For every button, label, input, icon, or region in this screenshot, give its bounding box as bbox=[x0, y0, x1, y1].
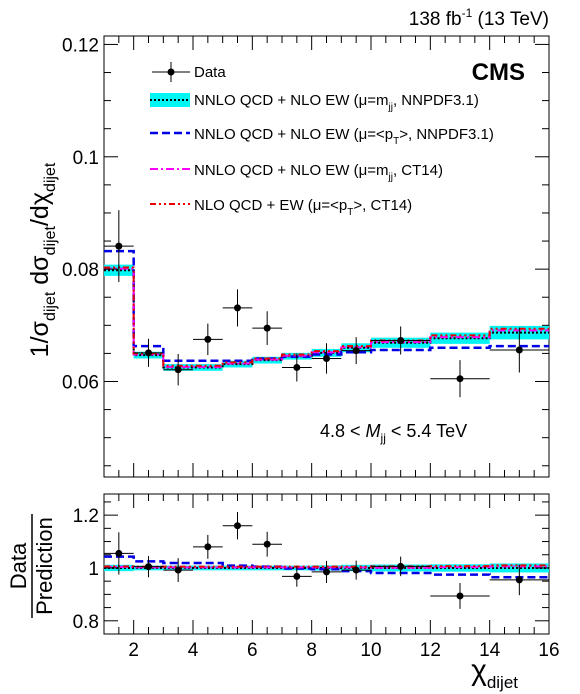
ratio-data-point bbox=[397, 562, 405, 570]
ratio-data-point bbox=[456, 592, 464, 600]
legend-label-series-3: NNLO QCD + NLO EW (μ=mjj, CT14) bbox=[194, 162, 443, 183]
ratio-data-point bbox=[352, 566, 360, 574]
main-plot-area: 0.06 0.08 0.1 0.12 bbox=[62, 35, 550, 477]
ratio-band-bin bbox=[193, 565, 223, 571]
main-data-point bbox=[204, 335, 212, 343]
legend-entry-nlo-pt-ct14: NLO QCD + EW (μ=<pT>, CT14) bbox=[150, 197, 412, 218]
legend-entry-nnlo-mjj-nnpdf: NNLO QCD + NLO EW (μ=mjj, NNPDF3.1) bbox=[150, 92, 479, 113]
x-axis-label: χdijet bbox=[471, 654, 518, 692]
ratio-x-tick-label: 12 bbox=[420, 640, 441, 661]
legend-label-series-1: NNLO QCD + NLO EW (μ=mjj, NNPDF3.1) bbox=[194, 92, 479, 113]
main-data-point bbox=[397, 336, 405, 344]
ratio-data-point bbox=[293, 572, 301, 580]
legend-data-marker bbox=[167, 68, 175, 76]
main-series-4-line bbox=[104, 266, 549, 367]
legend-entry-nnlo-pt-nnpdf: NNLO QCD + NLO EW (μ=<pT>, NNPDF3.1) bbox=[150, 126, 494, 147]
legend-label-series-4: NLO QCD + EW (μ=<pT>, CT14) bbox=[194, 197, 412, 218]
ratio-y-label-numerator: Data bbox=[6, 542, 31, 589]
mass-range-annotation: 4.8 < Mjj < 5.4 TeV bbox=[320, 421, 467, 445]
ratio-x-tick-label: 14 bbox=[479, 640, 501, 661]
ratio-series-4-line bbox=[104, 564, 549, 568]
ratio-data-point bbox=[204, 543, 212, 551]
main-data-point bbox=[293, 363, 301, 371]
ratio-data-point bbox=[263, 540, 271, 548]
ratio-series-2-line bbox=[104, 555, 549, 579]
ratio-y-tick-label: 1.2 bbox=[73, 506, 99, 527]
ratio-data-point bbox=[115, 549, 123, 557]
legend: Data NNLO QCD + NLO EW (μ=mjj, NNPDF3.1)… bbox=[150, 62, 494, 218]
legend-label-series-2: NNLO QCD + NLO EW (μ=<pT>, NNPDF3.1) bbox=[194, 126, 494, 147]
main-data-point bbox=[323, 354, 330, 362]
main-data-point bbox=[115, 242, 123, 250]
main-data-point bbox=[515, 346, 523, 354]
ratio-x-tick-label: 4 bbox=[188, 640, 199, 661]
ratio-y-tick-label: 0.8 bbox=[73, 612, 99, 633]
main-data-point bbox=[456, 375, 464, 383]
main-y-tick-label: 0.12 bbox=[62, 35, 99, 56]
ratio-data-point bbox=[174, 566, 182, 574]
ratio-y-label-denominator: Prediction bbox=[32, 517, 57, 615]
ratio-y-tick-label: 1 bbox=[88, 559, 99, 580]
ratio-data-point bbox=[234, 522, 241, 530]
ratio-x-tick-label: 2 bbox=[128, 640, 139, 661]
main-y-tick-label: 0.06 bbox=[62, 372, 99, 393]
ratio-x-tick-label: 10 bbox=[360, 640, 381, 661]
ratio-y-axis-label: Data Prediction bbox=[6, 514, 57, 618]
legend-data-label: Data bbox=[194, 64, 226, 81]
ratio-data-point bbox=[323, 568, 330, 576]
luminosity-label: 138 fb-1 (13 TeV) bbox=[409, 6, 549, 30]
legend-entry-nnlo-mjj-ct14: NNLO QCD + NLO EW (μ=mjj, CT14) bbox=[150, 162, 443, 183]
ratio-x-tick-label: 6 bbox=[247, 640, 258, 661]
main-data-point bbox=[352, 347, 360, 355]
ratio-x-tick-label: 16 bbox=[538, 640, 559, 661]
ratio-data-point bbox=[145, 563, 152, 571]
ratio-x-tick-label: 8 bbox=[306, 640, 317, 661]
legend-entry-data: Data bbox=[152, 62, 226, 82]
main-data-point bbox=[234, 304, 241, 312]
main-band-bin bbox=[430, 332, 490, 344]
ratio-plot-area: 0.8 1 1.2 2 4 6 8 10 12 14 16 bbox=[73, 494, 560, 661]
cms-label: CMS bbox=[472, 59, 525, 86]
main-y-tick-label: 0.08 bbox=[62, 260, 99, 281]
main-y-tick-label: 0.1 bbox=[73, 148, 99, 169]
main-y-axis-label: 1/σdijet dσdijet/dχdijet bbox=[26, 162, 59, 357]
main-data-point bbox=[145, 349, 152, 357]
ratio-series-3-line bbox=[104, 565, 549, 569]
ratio-data-point bbox=[515, 576, 523, 584]
main-data-point bbox=[263, 324, 271, 332]
main-data-point bbox=[174, 366, 182, 374]
